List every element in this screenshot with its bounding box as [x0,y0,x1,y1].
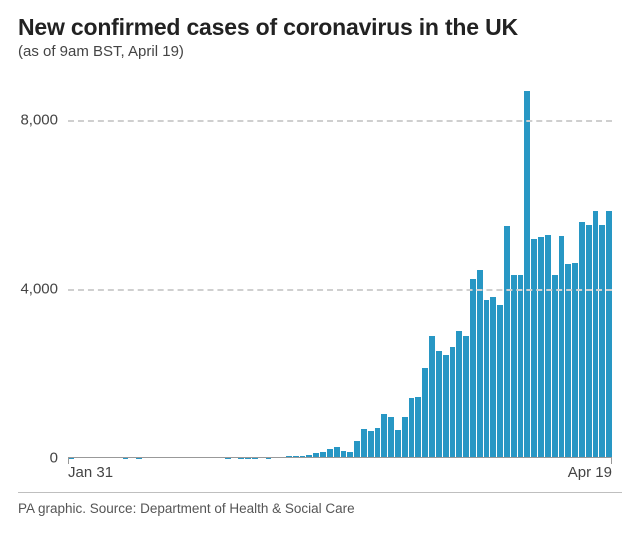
bar [599,225,605,458]
bar [450,347,456,458]
bar [381,414,387,458]
bar [490,297,496,458]
bar [586,225,592,458]
bar [456,331,462,458]
y-axis-label: 0 [50,450,58,467]
bar [375,428,381,458]
bar [579,222,585,458]
gridline [68,120,612,122]
bar [593,211,599,458]
bar [511,275,517,458]
bar [538,237,544,458]
bar [395,430,401,458]
bar [572,263,578,458]
chart-title: New confirmed cases of coronavirus in th… [18,14,622,41]
chart-subtitle: (as of 9am BST, April 19) [18,43,622,60]
chart-plot-area: 04,0008,000 [68,78,612,458]
bar [354,441,360,458]
bar [409,398,415,458]
bar [361,429,367,458]
chart-footer: PA graphic. Source: Department of Health… [18,493,622,516]
bar [524,91,530,458]
x-axis-label-end: Apr 19 [568,464,612,481]
bar [422,368,428,458]
bar [436,351,442,458]
chart-bars [68,78,612,458]
x-axis-label-start: Jan 31 [68,464,113,481]
bar [518,275,524,458]
bar [477,270,483,458]
bar [565,264,571,458]
x-axis: Jan 31 Apr 19 [68,458,612,480]
y-axis-label: 8,000 [20,112,58,129]
bar [429,336,435,458]
bar [388,417,394,458]
bar [484,300,490,458]
y-axis-label: 4,000 [20,281,58,298]
bar [402,417,408,458]
bar [606,211,612,458]
bar [415,397,421,458]
bar [504,226,510,458]
gridline [68,289,612,291]
chart-container: New confirmed cases of coronavirus in th… [0,0,640,539]
bar [531,239,537,458]
bar [559,236,565,458]
bar [545,235,551,458]
bar [463,336,469,458]
bar [497,305,503,458]
bar [443,355,449,458]
bar [552,275,558,458]
bar [368,431,374,458]
bar [470,279,476,458]
